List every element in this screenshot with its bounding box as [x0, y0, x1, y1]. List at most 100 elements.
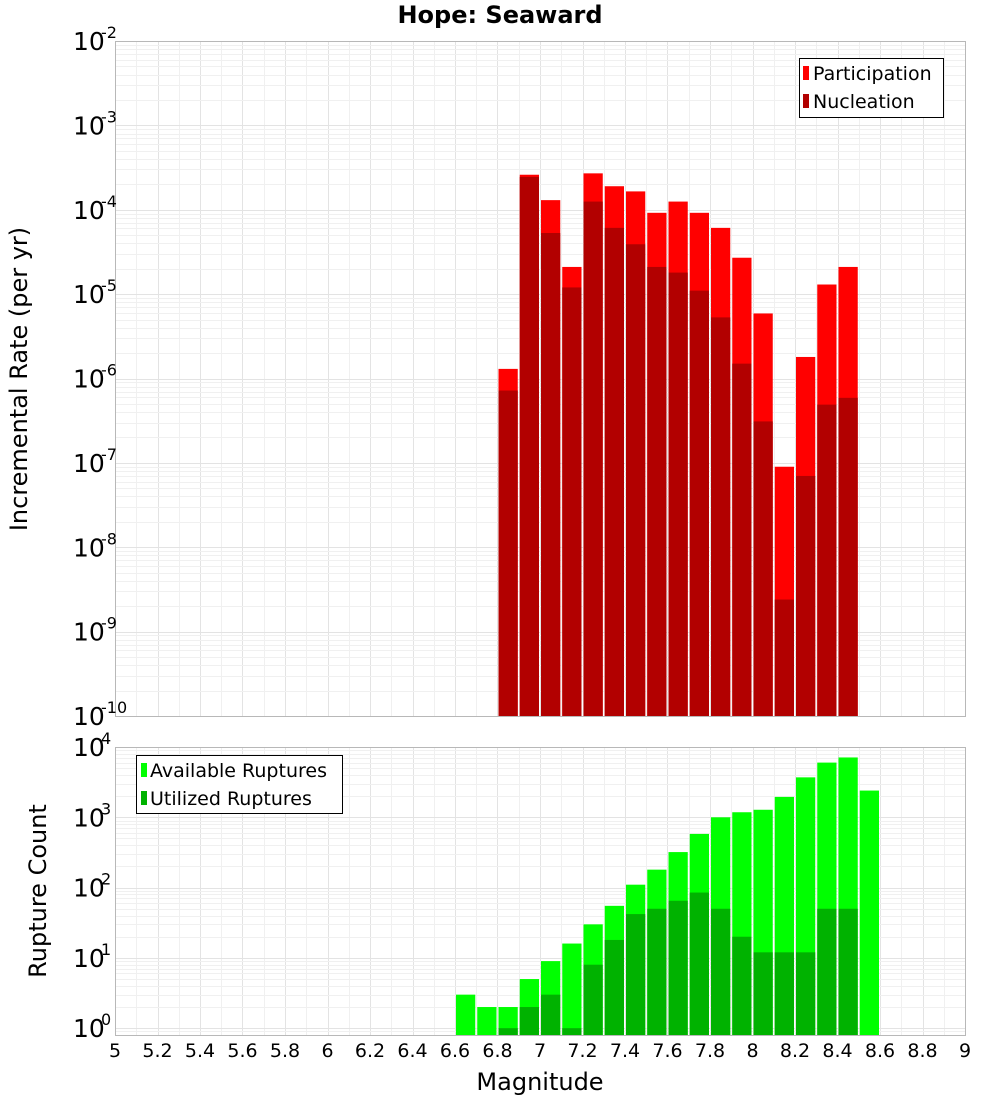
utilized-ruptures-bar [732, 936, 752, 1035]
rate-bars [498, 173, 858, 717]
rate-y-tick-labels: 10-210-310-410-510-610-710-810-910-10 [73, 23, 127, 731]
utilized-ruptures-bar [647, 908, 667, 1035]
x-tick-label: 7.6 [652, 1040, 682, 1062]
x-tick-label: 8 [746, 1040, 758, 1062]
utilized-ruptures-bar [519, 1007, 539, 1035]
nucleation-bar [647, 266, 667, 716]
legend-swatch-utilized [141, 791, 147, 805]
count-legend-box [136, 755, 343, 814]
nucleation-bar [711, 317, 731, 716]
utilized-ruptures-bar [583, 964, 603, 1035]
y-tick-base: 10 [73, 27, 105, 56]
magnitude-x-tick-labels: 5 5.2 5.4 5.6 5.8 6 6.2 6.4 6.6 6.8 7 7.2 7.4 7.6 7.8 8… [109, 1040, 971, 1062]
x-tick-label: 7 [534, 1040, 546, 1062]
utilized-ruptures-bar [753, 952, 773, 1035]
y-tick-exponent: 2 [101, 870, 111, 889]
y-tick-base: 10 [73, 196, 105, 225]
count-plot-frame [115, 747, 966, 1036]
x-tick-label: 5.4 [185, 1040, 215, 1062]
y-tick-exponent: -2 [101, 23, 117, 42]
y-tick-exponent: -3 [101, 107, 117, 126]
y-tick-exponent: 3 [101, 799, 111, 818]
y-tick-exponent: -10 [101, 698, 127, 717]
available-ruptures-bar [498, 1007, 518, 1035]
nucleation-bar [583, 201, 603, 716]
utilized-ruptures-bar [796, 952, 816, 1035]
utilized-ruptures-bar [626, 914, 646, 1035]
utilized-ruptures-bar [817, 908, 837, 1035]
x-tick-label: 9 [959, 1040, 971, 1062]
y-tick-exponent: -8 [101, 529, 117, 548]
nucleation-bar [541, 233, 561, 716]
x-tick-label: 6.8 [482, 1040, 512, 1062]
y-tick-exponent: 1 [101, 940, 111, 959]
x-tick-label: 6.6 [440, 1040, 470, 1062]
x-tick-label: 6.2 [355, 1040, 385, 1062]
nucleation-bar [838, 397, 858, 716]
legend-swatch-available [141, 763, 147, 777]
y-tick-base: 10 [73, 365, 105, 394]
utilized-ruptures-bar [562, 1028, 582, 1035]
x-tick-label: 8.2 [780, 1040, 810, 1062]
y-tick-base: 10 [73, 618, 105, 647]
y-tick-base: 10 [73, 944, 105, 973]
utilized-ruptures-bar [668, 900, 688, 1035]
y-tick-exponent: -5 [101, 276, 117, 295]
nucleation-bar [562, 287, 582, 716]
nucleation-bar [519, 176, 539, 716]
utilized-ruptures-bar [689, 892, 709, 1035]
nucleation-bar [774, 599, 794, 716]
y-tick-exponent: -6 [101, 361, 117, 380]
utilized-ruptures-bar [604, 939, 624, 1035]
rate-legend: Participation Nucleation [799, 58, 944, 118]
legend-swatch-participation [803, 66, 809, 80]
rate-plot-frame [115, 41, 966, 717]
utilized-ruptures-bar [498, 1028, 518, 1035]
available-ruptures-bar [859, 790, 879, 1035]
utilized-ruptures-bar [838, 908, 858, 1035]
nucleation-bar [732, 363, 752, 716]
x-tick-label: 8.4 [822, 1040, 852, 1062]
nucleation-bar [689, 290, 709, 716]
y-tick-base: 10 [73, 702, 105, 731]
legend-label-participation: Participation [813, 63, 932, 85]
y-tick-base: 10 [73, 733, 105, 762]
x-tick-label: 7.4 [610, 1040, 640, 1062]
y-tick-exponent: -7 [101, 445, 117, 464]
nucleation-bar [626, 244, 646, 717]
legend-label-available: Available Ruptures [150, 760, 327, 782]
y-tick-exponent: -9 [101, 614, 117, 633]
available-ruptures-bar [456, 994, 476, 1035]
y-tick-exponent: -4 [101, 192, 117, 211]
y-tick-exponent: 4 [101, 729, 111, 748]
x-tick-label: 6 [321, 1040, 333, 1062]
available-ruptures-bar [562, 943, 582, 1035]
y-tick-base: 10 [73, 449, 105, 478]
chart-title: Hope: Seaward [397, 1, 602, 29]
legend-swatch-nucleation [803, 94, 809, 108]
nucleation-bar [668, 272, 688, 716]
nucleation-bar [817, 404, 837, 716]
nucleation-bar [498, 390, 518, 716]
y-tick-base: 10 [73, 1014, 105, 1043]
count-y-axis-label: Rupture Count [24, 804, 52, 978]
nucleation-bar [753, 421, 773, 716]
x-tick-label: 6.4 [397, 1040, 427, 1062]
y-tick-base: 10 [73, 533, 105, 562]
count-legend: Available Ruptures Utilized Ruptures [136, 755, 343, 814]
x-tick-label: 5.8 [270, 1040, 300, 1062]
rate-panel: 10-210-310-410-510-610-710-810-910-10 In… [5, 23, 966, 731]
nucleation-bar [604, 227, 624, 716]
x-axis-label: Magnitude [476, 1068, 603, 1096]
nucleation-bar [796, 475, 816, 716]
y-tick-base: 10 [73, 280, 105, 309]
x-tick-label: 5.6 [227, 1040, 257, 1062]
x-tick-label: 5.2 [142, 1040, 172, 1062]
x-tick-label: 7.2 [567, 1040, 597, 1062]
y-tick-base: 10 [73, 874, 105, 903]
y-tick-base: 10 [73, 111, 105, 140]
utilized-ruptures-bar [711, 908, 731, 1035]
